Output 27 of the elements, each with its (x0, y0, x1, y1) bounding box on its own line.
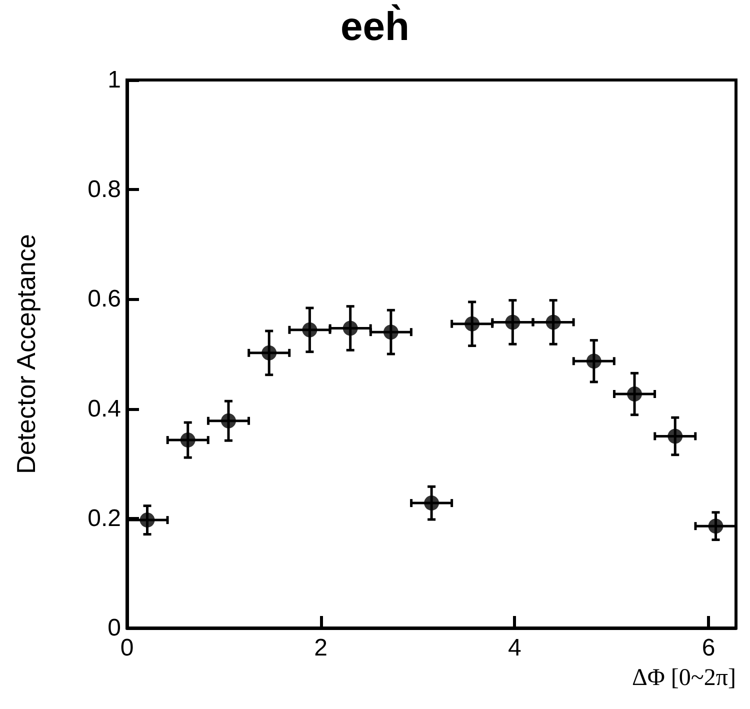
y-tick-label: 1 (108, 66, 121, 94)
y-tick-label: 0.2 (88, 504, 121, 532)
point (383, 324, 398, 340)
y-tick-label: 0.8 (88, 176, 121, 204)
point (221, 413, 236, 428)
point (262, 345, 277, 360)
x-tick-label: 4 (508, 634, 522, 662)
point (505, 314, 520, 330)
point (180, 432, 196, 448)
x-axis-title: ΔΦ [0~2π] (632, 665, 736, 691)
x-tick-label: 6 (702, 634, 716, 662)
point (546, 314, 561, 330)
x-tick-label: 2 (314, 634, 328, 662)
point (140, 512, 155, 528)
point (627, 386, 642, 402)
point (708, 518, 724, 534)
chart-title: eeh̀ (340, 3, 410, 49)
y-tick-label: 0.6 (88, 286, 121, 313)
point (464, 316, 480, 332)
point (424, 496, 440, 511)
y-axis-title: Detector Acceptance (11, 234, 41, 474)
point (302, 322, 318, 338)
y-tick-label: 0.4 (88, 395, 121, 422)
point (668, 428, 683, 444)
y-tick-label: 0 (108, 614, 121, 642)
point (342, 320, 358, 336)
point (586, 354, 602, 369)
